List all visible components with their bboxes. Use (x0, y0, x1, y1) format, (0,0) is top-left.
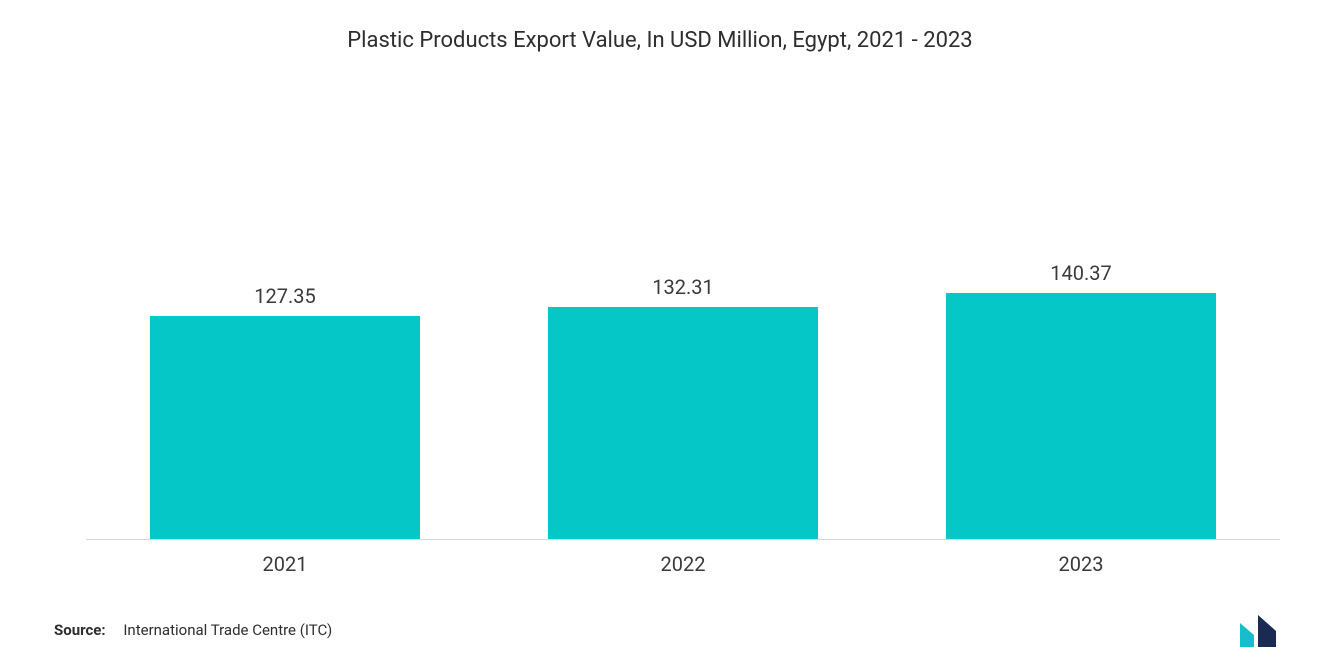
x-label: 2021 (86, 542, 484, 576)
bar-slot-2: 140.37 (882, 120, 1280, 539)
bar-rect (548, 307, 819, 539)
source-attribution: Source: International Trade Centre (ITC) (54, 621, 332, 639)
bars-row: 127.35 132.31 140.37 (86, 120, 1280, 539)
bar-value-label: 127.35 (254, 284, 315, 308)
source-label: Source: (54, 621, 106, 639)
chart-container: Plastic Products Export Value, In USD Mi… (0, 0, 1320, 665)
brand-logo-icon (1236, 611, 1292, 647)
chart-title: Plastic Products Export Value, In USD Mi… (0, 0, 1320, 53)
logo-shape-2 (1258, 615, 1276, 647)
x-label: 2022 (484, 542, 882, 576)
source-text: International Trade Centre (ITC) (123, 621, 332, 639)
bar-rect (946, 293, 1217, 539)
bar-rect (150, 316, 421, 539)
bar-value-label: 140.37 (1050, 261, 1111, 285)
bar-value-label: 132.31 (652, 275, 713, 299)
logo-shape-1 (1240, 623, 1254, 647)
x-axis-labels: 2021 2022 2023 (86, 542, 1280, 576)
bar-slot-1: 132.31 (484, 120, 882, 539)
plot-area: 127.35 132.31 140.37 (86, 120, 1280, 540)
bar-slot-0: 127.35 (86, 120, 484, 539)
x-label: 2023 (882, 542, 1280, 576)
